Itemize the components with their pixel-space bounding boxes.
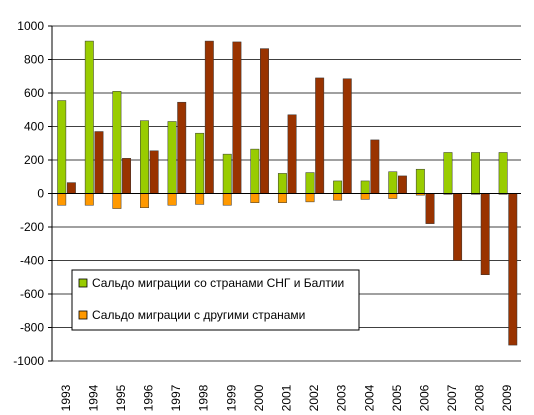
bar-series-1-1994 — [84, 193, 94, 206]
bar-series-1-1998 — [195, 193, 205, 205]
y-tick-label: 1000 — [17, 19, 44, 33]
x-tick-label: 2005 — [390, 384, 404, 411]
legend-label-other: Сальдо миграции с другими странами — [92, 308, 305, 322]
bar-series-0-1995 — [112, 91, 122, 194]
y-tick-label: -1000 — [13, 354, 44, 368]
bar-series-1-2005 — [388, 193, 398, 199]
legend-label-cis: Сальдо миграции со странами СНГ и Балтии — [92, 276, 344, 290]
bar-series-0-2008 — [471, 152, 480, 194]
x-tick-label: 2002 — [307, 384, 321, 411]
y-tick-label: -200 — [20, 220, 44, 234]
bar-series-2-1996 — [149, 150, 159, 194]
bar-series-1-2001 — [277, 193, 287, 203]
bar-series-2-1995 — [122, 158, 131, 194]
y-tick-label: -800 — [20, 321, 44, 335]
bar-series-0-1994 — [84, 40, 94, 194]
x-tick-label: 2007 — [445, 384, 459, 411]
bar-series-2-2007 — [453, 193, 463, 261]
y-tick-label: 600 — [24, 86, 44, 100]
bar-series-0-2002 — [305, 172, 315, 194]
bar-series-0-2007 — [443, 152, 453, 194]
x-tick-label: 1993 — [59, 384, 73, 411]
bar-series-1-1996 — [140, 193, 149, 208]
bar-series-1-2002 — [305, 193, 315, 203]
bar-series-2-1999 — [232, 41, 242, 194]
x-tick-label: 1997 — [169, 384, 183, 411]
bar-series-1-1997 — [167, 193, 177, 206]
bar-series-0-2001 — [277, 173, 287, 194]
bar-series-0-2005 — [388, 171, 398, 194]
bar-series-0-2006 — [415, 168, 425, 194]
bar-series-2-2005 — [397, 175, 407, 194]
bar-series-2-2002 — [315, 77, 325, 194]
y-tick-labels: 1000 800 600 400 200 0 -200 -400 -600 -800 -1000 — [13, 19, 52, 368]
bar-series-2-2006 — [425, 193, 435, 224]
x-tick-label: 1996 — [142, 384, 156, 411]
bar-series-2-1993 — [66, 182, 76, 194]
bar-series-2-1997 — [177, 101, 187, 194]
y-tick-label: 200 — [24, 153, 44, 167]
bar-series-0-2009 — [498, 152, 508, 194]
bar-series-2-1998 — [204, 40, 214, 194]
bar-series-0-2003 — [333, 180, 343, 194]
bar-series-2-2003 — [342, 78, 352, 194]
bar-series-0-2000 — [250, 148, 260, 194]
x-tick-label: 2004 — [362, 384, 376, 411]
legend-swatch-other — [78, 310, 88, 320]
legend-swatch-cis — [78, 278, 88, 288]
y-tick-label: 400 — [24, 120, 44, 134]
x-tick-label: 2003 — [335, 384, 349, 411]
bar-series-2-2009 — [508, 193, 518, 346]
x-tick-label: 1994 — [86, 384, 100, 411]
x-tick-label: 2009 — [500, 384, 514, 411]
x-tick-label: 2001 — [280, 384, 294, 411]
bar-series-1-1993 — [57, 193, 67, 206]
bar-series-0-1997 — [167, 121, 177, 194]
y-tick-label: -400 — [20, 254, 44, 268]
bar-series-2-2004 — [370, 139, 380, 194]
bar-series-2-2008 — [480, 193, 490, 275]
bar-series-0-1999 — [222, 153, 232, 194]
x-tick-label: 1999 — [224, 384, 238, 411]
bar-series-0-1993 — [57, 100, 67, 194]
y-tick-label: 800 — [24, 53, 44, 67]
bar-series-0-2004 — [360, 180, 370, 194]
x-tick-label: 2006 — [417, 384, 431, 411]
bar-series-1-1995 — [112, 193, 122, 209]
bar-series-2-2000 — [260, 48, 269, 194]
bar-series-0-1996 — [140, 120, 149, 194]
x-tick-label: 1995 — [114, 384, 128, 411]
bar-series-2-2001 — [287, 114, 297, 194]
x-tick-label: 2000 — [252, 384, 266, 411]
y-tick-label: 0 — [37, 187, 44, 201]
bar-series-1-2004 — [360, 193, 370, 200]
bar-series-0-1998 — [195, 132, 205, 194]
bars — [57, 40, 518, 346]
legend-box — [71, 269, 360, 331]
bar-series-2-1994 — [94, 131, 104, 194]
bar-series-1-1999 — [222, 193, 232, 206]
x-tick-label: 1998 — [197, 384, 211, 411]
bar-series-1-2000 — [250, 193, 260, 203]
legend: Сальдо миграции со странами СНГ и Балтии… — [71, 269, 360, 331]
bar-series-1-2003 — [333, 193, 343, 201]
x-tick-label: 2008 — [473, 384, 487, 411]
x-tick-labels: 1993 1994 1995 1996 1997 1998 1999 2000 2001 2002… — [59, 384, 514, 411]
y-tick-label: -600 — [20, 287, 44, 301]
